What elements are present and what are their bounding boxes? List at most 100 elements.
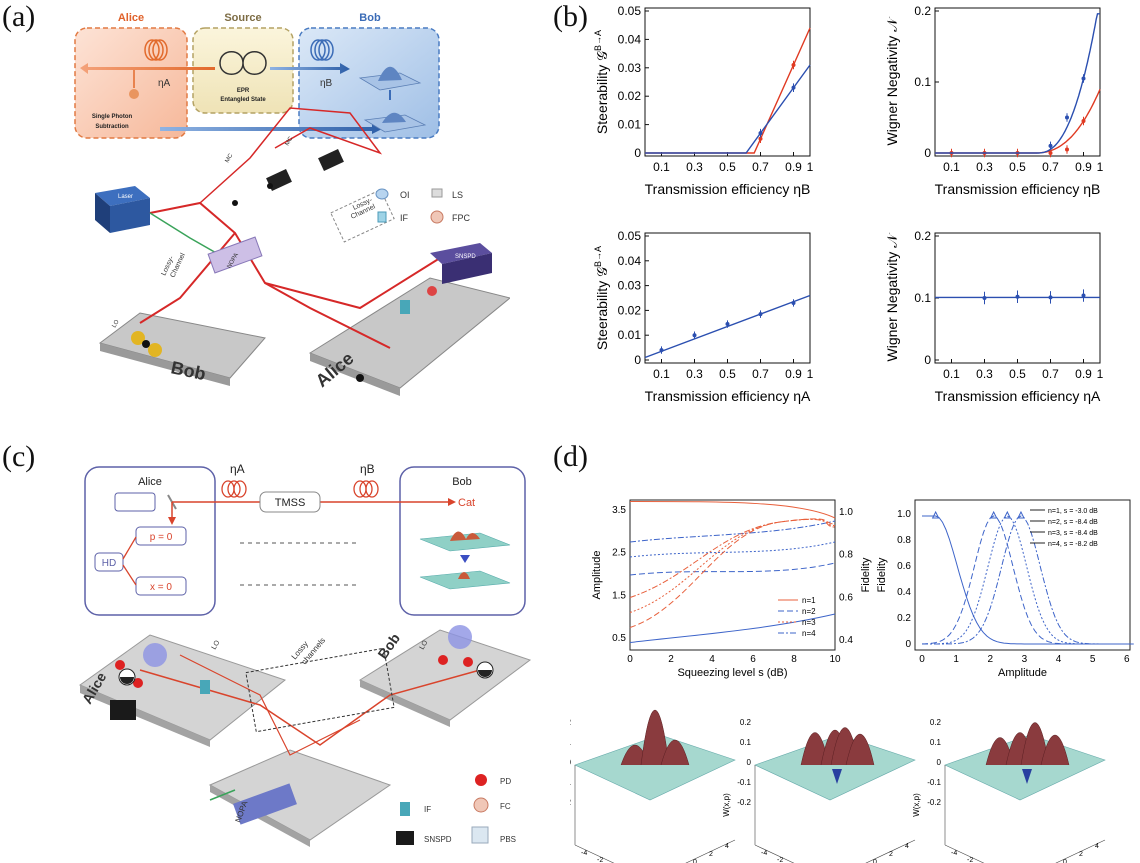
x-tick-label: 0.1 — [653, 160, 670, 174]
x-tick-label: 0.1 — [943, 160, 960, 174]
wigner-peak — [640, 710, 670, 766]
fidelity-vs-amplitude-curve — [922, 515, 1134, 645]
plot-frame — [644, 232, 811, 364]
x-tick-label: 0.9 — [785, 367, 802, 381]
legend-if-c-label: IF — [424, 805, 431, 814]
panel-label-c: (c) — [2, 440, 36, 473]
lo-label: LO — [112, 319, 121, 329]
y-tick-label: 0.2 — [914, 4, 931, 18]
bob-frame-title: Bob — [452, 476, 472, 488]
p-tick-label: 0 — [1063, 859, 1067, 863]
x-tick-label: 0.5 — [1009, 367, 1026, 381]
y-axis-label: Fidelity — [876, 557, 888, 592]
legend-label: n=4 — [802, 629, 816, 638]
optical-isolator-icon — [375, 188, 389, 200]
panel-label-b: (b) — [553, 0, 588, 33]
amplitude-curve — [629, 562, 836, 576]
legend-snspd-label: SNSPD — [424, 835, 452, 844]
z-tick-label: -0.2 — [927, 798, 941, 807]
y-tick-label: 0.02 — [618, 89, 642, 103]
x-tick-label: 0.3 — [976, 367, 993, 381]
y-axis-label: Wigner Negativity 𝒩 — [884, 232, 900, 362]
y-axis-label: Amplitude — [591, 551, 603, 600]
fidelity-vs-amplitude-curve — [922, 515, 1134, 645]
y-tick-label: 0 — [634, 146, 641, 160]
x-axis-label: Squeezing level s (dB) — [677, 667, 787, 679]
lo-c-label-2: LO — [419, 639, 430, 651]
tmss-box — [259, 491, 321, 513]
entangled-label: Entangled State — [220, 97, 266, 103]
z-tick-label: -0.2 — [570, 798, 572, 807]
snspd-box-icon — [110, 700, 136, 720]
peak-marker — [1017, 510, 1025, 519]
wigner-plot-n=3: 0.20.10-0.1-0.2W(x,p)-4-4-2-2002244xpn=3 — [722, 718, 916, 863]
tmss-label: TMSS — [275, 497, 306, 509]
p-tick-label: 2 — [709, 851, 713, 858]
fiber-polarization-controller-icon — [430, 210, 444, 224]
z-tick-label: -0.1 — [927, 778, 941, 787]
y-axis-label: Steerability 𝒢B→A — [593, 30, 610, 134]
x-tick-label: 3 — [1022, 654, 1028, 665]
y2-axis-label: Fidelity — [860, 557, 872, 592]
y-tick-label: 0.05 — [618, 229, 642, 243]
x-tick-label: 0 — [919, 654, 925, 665]
y-tick-label: 0.01 — [618, 328, 642, 342]
infinity-icon — [219, 51, 267, 75]
experimental-setup-c: NOPA Lossy channels LO LO Alice Bob — [79, 625, 532, 847]
y-tick-label: 0.04 — [618, 254, 642, 268]
z-tick-label: 0.1 — [740, 738, 752, 747]
chart-b-4: 0.1 0.3 0.5 0.7 0.9 1 0 0.1 0.2 Transmission effi… — [884, 229, 1104, 404]
x-tick-label: 0.9 — [1075, 160, 1092, 174]
x-tick-label: 0.7 — [1042, 367, 1059, 381]
z-tick-label: 0 — [747, 758, 752, 767]
x-tick-label: 10 — [829, 654, 841, 665]
wigner-plot-n=4: 0.20.10-0.1-0.2W(x,p)-4-4-2-2002244xpn=4 — [912, 718, 1106, 863]
z-tick-label: 0.2 — [930, 718, 942, 727]
snspd-icon — [430, 243, 492, 264]
source-box-title: Source — [224, 12, 261, 24]
y2-tick-label: 1.0 — [839, 507, 853, 518]
y-tick-label: 0.03 — [618, 61, 642, 75]
wigner-negative-dip — [832, 769, 842, 784]
chart-b-2: 0.1 0.3 0.5 0.7 0.9 1 0 0.1 0.2 Transmission effi… — [884, 4, 1104, 197]
x-tick-label: -4 — [761, 850, 767, 857]
laser-label: Laser — [118, 194, 133, 200]
arrow-to-alice — [80, 63, 215, 74]
y-tick-label: 1.0 — [897, 509, 911, 520]
fit-curve — [645, 27, 811, 154]
x-tick-label: 0.1 — [653, 367, 670, 381]
filter-icon — [377, 211, 387, 223]
y-tick-label: 0.03 — [618, 279, 642, 293]
x-tick-label: -4 — [951, 850, 957, 857]
p-tick-label: 4 — [905, 843, 909, 850]
legend-label: n=1, s = -3.0 dB — [1048, 508, 1098, 515]
x-tick-label: 0.9 — [785, 160, 802, 174]
z-tick-label: 0.2 — [740, 718, 752, 727]
x-tick-label: -4 — [581, 850, 587, 857]
wigner-surface — [574, 734, 736, 801]
plot-frame — [629, 499, 836, 651]
peak-marker — [931, 510, 940, 519]
z-tick-label: -0.1 — [737, 778, 751, 787]
p-tick-label: 4 — [725, 843, 729, 850]
x-tick-label: -2 — [967, 857, 973, 863]
wigner-plane-icon — [419, 532, 511, 552]
legend-fpc-label: FPC — [452, 213, 471, 223]
x-tick-label: -2 — [597, 857, 603, 863]
plot-frame — [914, 499, 1131, 651]
x-tick-label: 0.1 — [943, 367, 960, 381]
p-axis — [1055, 839, 1106, 863]
y-axis-superscript: B→A — [593, 30, 603, 51]
eta-a-label: ηA — [158, 78, 171, 89]
y-tick-label: 0.05 — [618, 4, 642, 18]
x-tick-label: 2 — [668, 654, 674, 665]
legend-oi-label: OI — [400, 190, 410, 200]
fidelity-curve — [629, 518, 836, 628]
x-tick-label: -2 — [777, 857, 783, 863]
y2-tick-label: 0.8 — [839, 550, 853, 561]
x-tick-label: 0.5 — [719, 367, 736, 381]
y-tick-label: 0.1 — [914, 75, 931, 89]
x0-label: x = 0 — [150, 582, 172, 593]
y-tick-label: 2.5 — [612, 548, 626, 559]
y-tick-label: 0 — [905, 639, 911, 650]
